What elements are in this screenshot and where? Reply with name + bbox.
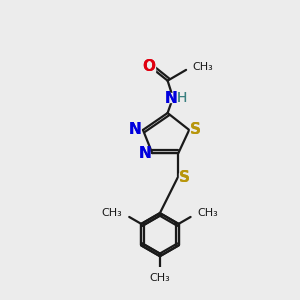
- Text: CH₃: CH₃: [149, 273, 170, 283]
- Text: O: O: [142, 59, 156, 74]
- Bar: [179, 173, 190, 183]
- Text: CH₃: CH₃: [197, 208, 218, 218]
- Text: N: N: [165, 91, 178, 106]
- Text: S: S: [179, 170, 190, 185]
- Text: N: N: [138, 146, 151, 160]
- Text: N: N: [129, 122, 142, 137]
- Text: CH₃: CH₃: [102, 208, 123, 218]
- Text: CH₃: CH₃: [192, 62, 213, 72]
- Bar: [168, 93, 178, 102]
- Bar: [140, 148, 149, 158]
- Text: O: O: [142, 59, 156, 74]
- Text: N: N: [138, 146, 151, 160]
- Text: N: N: [165, 91, 178, 106]
- Bar: [131, 125, 140, 135]
- Bar: [190, 125, 201, 135]
- Text: S: S: [179, 170, 190, 185]
- Text: N: N: [129, 122, 142, 137]
- Text: S: S: [190, 122, 201, 137]
- Text: H: H: [176, 92, 187, 105]
- Bar: [143, 61, 155, 72]
- Text: H: H: [176, 92, 187, 105]
- Text: S: S: [190, 122, 201, 137]
